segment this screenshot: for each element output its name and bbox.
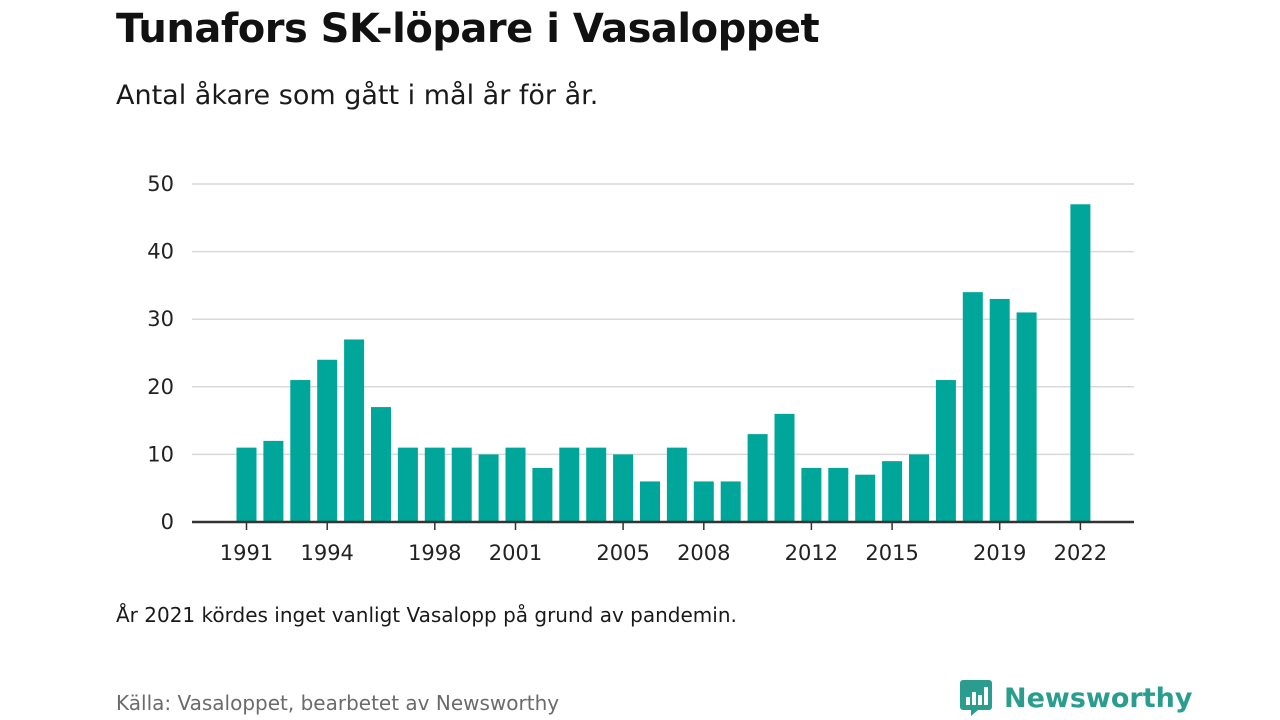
bar-1991 [236,447,257,522]
x-tick-label: 2015 [865,541,918,565]
y-tick-label: 40 [147,240,174,264]
bar-2018 [962,292,983,522]
bar-1995 [344,339,365,522]
bar-1993 [290,380,311,522]
bar-1992 [263,440,284,522]
bar-2020 [1016,312,1037,522]
x-tick-label: 2008 [677,541,730,565]
source-text: Källa: Vasaloppet, bearbetet av Newswort… [116,691,560,715]
bar-2014 [855,474,876,522]
bar-2005 [613,454,634,522]
y-tick-label: 30 [147,307,174,331]
bar-2001 [505,447,526,522]
x-tick-label: 1998 [408,541,461,565]
brand-logo: Newsworthy [960,680,1192,716]
x-tick-label: 2012 [785,541,838,565]
bar-2009 [720,481,741,522]
bar-1997 [397,447,418,522]
chart-subtitle: Antal åkare som gått i mål år för år. [116,80,599,111]
bar-2012 [801,467,822,522]
bar-1999 [451,447,472,522]
y-tick-label: 20 [147,375,174,399]
y-tick-label: 0 [161,510,174,534]
bar-2011 [774,413,795,522]
x-tick-label: 2001 [489,541,542,565]
bar-1994 [317,359,338,522]
chart-title: Tunafors SK-löpare i Vasaloppet [116,6,820,52]
x-tick-label: 1991 [220,541,273,565]
bar-2006 [640,481,660,522]
brand-name: Newsworthy [1004,682,1193,714]
x-tick-label: 2019 [973,541,1026,565]
bar-1998 [424,447,445,522]
chart-note: År 2021 kördes inget vanligt Vasalopp på… [116,603,737,627]
bar-2003 [559,447,580,522]
bar-2016 [909,454,929,522]
x-tick-label: 2022 [1054,541,1107,565]
bar-2019 [989,298,1010,522]
newsworthy-logo-icon [960,680,992,716]
bar-1996 [371,407,391,522]
bar-2017 [935,380,956,522]
x-tick-label: 1994 [300,541,353,565]
x-tick-label: 2005 [596,541,649,565]
bar-2007 [666,447,687,522]
bar-2002 [532,467,553,522]
y-tick-label: 50 [147,172,174,196]
bar-2000 [478,454,499,522]
bar-2013 [828,467,849,522]
bar-2008 [693,481,714,522]
bar-2010 [747,434,768,522]
bar-2004 [586,447,607,522]
bar-2015 [882,461,903,522]
y-tick-label: 10 [147,442,174,466]
bar-2022 [1070,204,1091,522]
